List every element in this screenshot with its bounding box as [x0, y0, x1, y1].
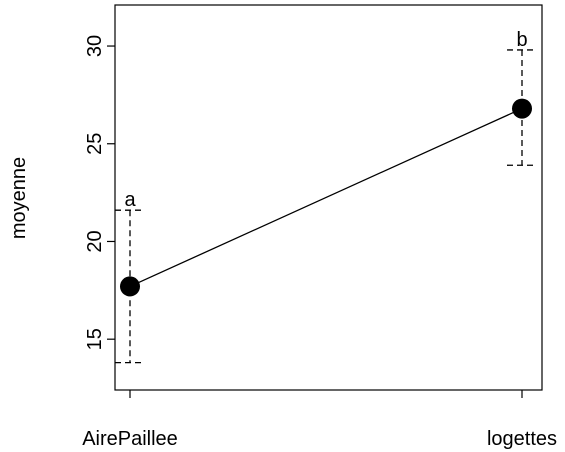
significance-letter: a [124, 189, 136, 211]
y-tick-label: 20 [84, 230, 106, 252]
series-mean [120, 98, 532, 297]
y-tick-label: 30 [84, 35, 106, 57]
x-tick-label: logettes [487, 428, 557, 450]
series-line [129, 107, 523, 288]
error-bars [115, 49, 537, 364]
y-tick-label: 25 [84, 133, 106, 155]
data-point [512, 98, 532, 119]
point-labels: ab [124, 29, 527, 211]
y-axis-title: moyenne [8, 157, 30, 239]
data-point [120, 276, 140, 297]
x-tick-label: AirePaillee [82, 428, 178, 450]
y-tick-label: 15 [84, 328, 106, 350]
x-axis: AirePaillee logettes [82, 390, 557, 450]
y-axis: 15 20 25 30 [84, 35, 115, 350]
significance-letter: b [516, 29, 527, 51]
plot-frame [114, 4, 543, 391]
